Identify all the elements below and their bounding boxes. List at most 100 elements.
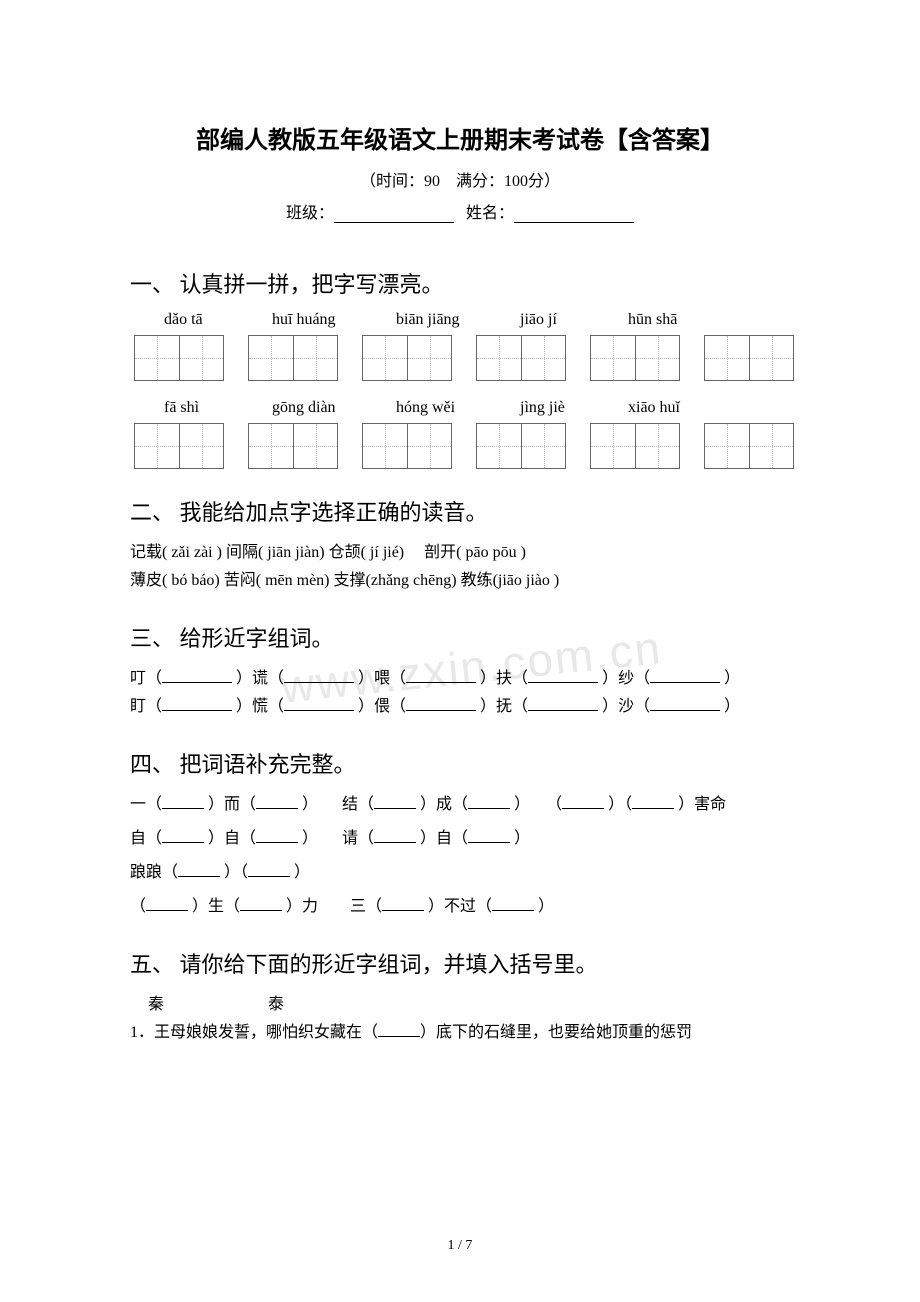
blank — [248, 861, 290, 877]
char-box — [704, 423, 794, 469]
page-title: 部编人教版五年级语文上册期末考试卷【含答案】 — [130, 120, 790, 155]
q1-boxes-row2 — [130, 423, 790, 469]
blank — [162, 827, 204, 843]
text: ）偎（ — [358, 698, 406, 715]
text: ）抚（ — [480, 698, 528, 715]
text: 盯（ — [130, 698, 162, 715]
text: ）成（ — [420, 796, 468, 813]
blank — [406, 667, 476, 683]
class-blank — [334, 205, 454, 223]
blank — [374, 793, 416, 809]
blank — [382, 895, 424, 911]
char-box — [362, 423, 452, 469]
blank — [284, 695, 354, 711]
q2-heading: 二、 我能给加点字选择正确的读音。 — [130, 495, 790, 527]
text: ）自（ — [208, 830, 256, 847]
char-box — [476, 423, 566, 469]
q5-line1: 1．王母娘娘发誓，哪怕织女藏在（ ）底下的石缝里，也要给她顶重的惩罚 — [130, 1019, 790, 1047]
text: （ — [130, 898, 146, 915]
pinyin: hūn shā — [628, 311, 677, 329]
char-box — [362, 335, 452, 381]
blank — [162, 667, 232, 683]
text: ）扶（ — [480, 670, 528, 687]
blank — [528, 667, 598, 683]
q3-row2: 盯（ ）慌（ ）偎（ ）抚（ ）沙（ ） — [130, 693, 790, 721]
page-number: 1 / 7 — [0, 1238, 920, 1254]
blank — [162, 793, 204, 809]
q5-heading: 五、 请你给下面的形近字组词，并填入括号里。 — [130, 947, 790, 979]
text: ）而（ — [208, 796, 256, 813]
blank — [468, 827, 510, 843]
blank — [468, 793, 510, 809]
char-box — [704, 335, 794, 381]
text: ） — [538, 898, 554, 915]
pinyin: biān jiāng — [396, 311, 496, 329]
text: 一（ — [130, 796, 162, 813]
name-blank — [514, 205, 634, 223]
text: ） 结（ — [302, 796, 374, 813]
text: 自（ — [130, 830, 162, 847]
q4-line2: 自（ ）自（ ） 请（ ）自（ ） — [130, 825, 790, 853]
q3-row1: 叮（ ）谎（ ）喂（ ）扶（ ）纱（ ） — [130, 665, 790, 693]
blank — [650, 695, 720, 711]
text: ） 请（ — [302, 830, 374, 847]
text: ）纱（ — [602, 670, 650, 687]
q3-heading: 三、 给形近字组词。 — [130, 621, 790, 653]
q1-boxes-row1 — [130, 335, 790, 381]
blank — [378, 1021, 420, 1037]
q2-line1: 记载( zǎi zài ) 间隔( jiān jiàn) 仓颉( jí jié)… — [130, 539, 790, 567]
char-box — [134, 423, 224, 469]
text: ）不过（ — [428, 898, 492, 915]
text: ）慌（ — [236, 698, 284, 715]
q4-line1: 一（ ）而（ ） 结（ ）成（ ） （ ）（ ）害命 — [130, 791, 790, 819]
exam-meta: （时间：90 满分：100分） — [130, 167, 790, 191]
pinyin: xiāo huǐ — [628, 399, 680, 417]
q1-heading: 一、 认真拼一拼，把字写漂亮。 — [130, 267, 790, 299]
char-box — [590, 335, 680, 381]
text: ）力 三（ — [286, 898, 382, 915]
blank — [406, 695, 476, 711]
text: ）底下的石缝里，也要给她顶重的惩罚 — [420, 1024, 692, 1041]
pinyin: huī huáng — [272, 311, 372, 329]
pinyin: jiāo jí — [520, 311, 604, 329]
blank — [256, 827, 298, 843]
text: ） — [724, 698, 740, 715]
blank — [162, 695, 232, 711]
pinyin: gōng diàn — [272, 399, 372, 417]
text: ）喂（ — [358, 670, 406, 687]
blank — [562, 793, 604, 809]
q5-chars: 秦 泰 — [130, 991, 790, 1019]
text: ）（ — [224, 864, 248, 881]
q2-line2: 薄皮( bó báo) 苦闷( mēn mèn) 支撑(zhǎng chēng)… — [130, 567, 790, 595]
student-info-line: 班级： 姓名： — [130, 199, 790, 223]
q4-heading: 四、 把词语补充完整。 — [130, 747, 790, 779]
text: ） — [724, 670, 740, 687]
text: ）生（ — [192, 898, 240, 915]
class-label: 班级： — [286, 205, 334, 222]
text: ）自（ — [420, 830, 468, 847]
text: ）（ — [608, 796, 632, 813]
text: ）害命 — [678, 796, 726, 813]
text: 踉踉（ — [130, 864, 178, 881]
name-label: 姓名： — [466, 205, 514, 222]
pinyin: jìng jiè — [520, 399, 604, 417]
char-box — [248, 423, 338, 469]
text: 1．王母娘娘发誓，哪怕织女藏在（ — [130, 1024, 378, 1041]
pinyin: hóng wěi — [396, 399, 496, 417]
blank — [632, 793, 674, 809]
char-box — [134, 335, 224, 381]
q4-line4: （ ）生（ ）力 三（ ）不过（ ） — [130, 893, 790, 921]
blank — [374, 827, 416, 843]
char-box — [590, 423, 680, 469]
text: ） （ — [514, 796, 562, 813]
blank — [256, 793, 298, 809]
blank — [492, 895, 534, 911]
char-box — [476, 335, 566, 381]
blank — [650, 667, 720, 683]
pinyin: dǎo tā — [164, 311, 248, 329]
blank — [240, 895, 282, 911]
text: ） — [514, 830, 530, 847]
q1-pinyin-row2: fā shì gōng diàn hóng wěi jìng jiè xiāo … — [130, 399, 790, 417]
pinyin: fā shì — [164, 399, 248, 417]
blank — [178, 861, 220, 877]
